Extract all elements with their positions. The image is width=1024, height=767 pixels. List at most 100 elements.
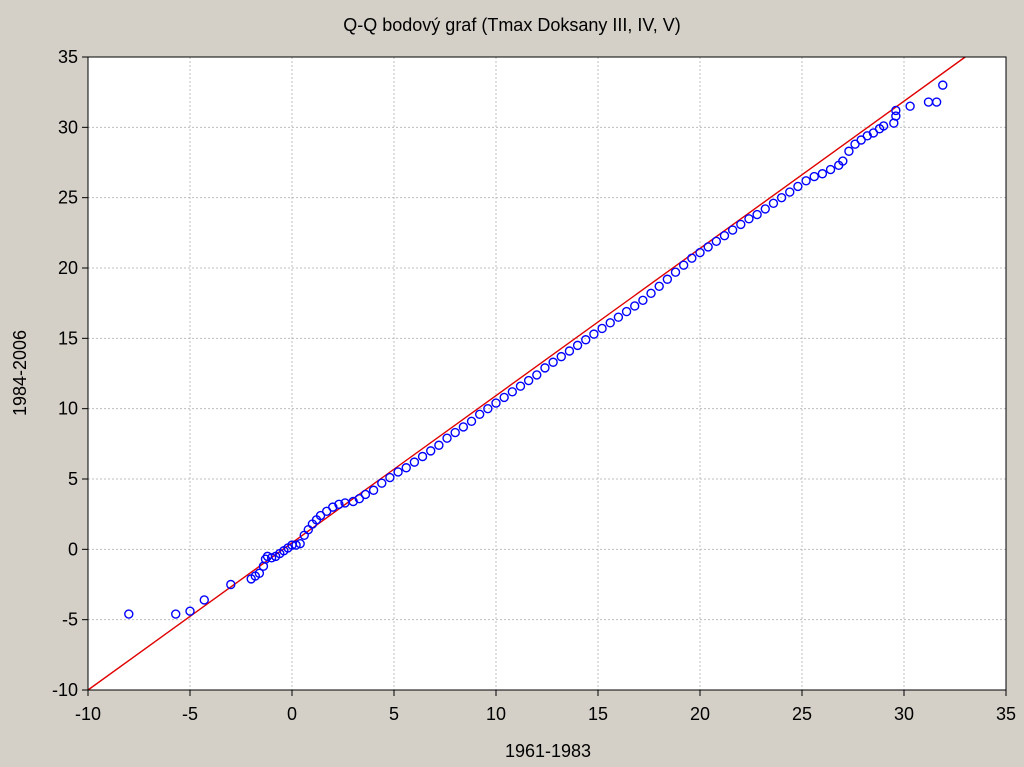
data-point (295, 539, 305, 549)
data-point (409, 457, 420, 467)
y-axis: -10 -5 0 5 10 15 20 25 30 35 (52, 47, 88, 700)
data-point (523, 375, 534, 386)
data-point (825, 164, 836, 175)
x-axis: -10 -5 0 5 10 15 20 25 30 35 (75, 690, 1016, 724)
data-point (564, 346, 575, 356)
x-tick-label: 0 (287, 704, 297, 724)
data-point (434, 440, 444, 450)
data-point (844, 146, 854, 156)
plot-area (87, 56, 1007, 691)
data-point (124, 609, 134, 619)
y-tick-label: 30 (58, 117, 78, 137)
y-tick-label: 25 (58, 188, 78, 208)
data-point (646, 288, 656, 299)
data-point (540, 363, 550, 373)
data-point (199, 595, 209, 605)
data-point (801, 176, 811, 186)
data-point (809, 171, 819, 182)
grid-lines (88, 57, 1006, 690)
x-tick-label: 20 (690, 704, 710, 724)
data-point (711, 236, 722, 246)
data-point (703, 242, 713, 252)
x-tick-label: 5 (389, 704, 399, 724)
data-point (662, 274, 673, 284)
data-point (321, 506, 332, 517)
x-axis-label: 1961-1983 (505, 741, 591, 761)
data-point (868, 128, 879, 138)
y-tick-label: 15 (58, 328, 78, 348)
data-point (474, 409, 485, 419)
data-point (532, 370, 542, 380)
data-point (260, 554, 271, 564)
data-point (426, 446, 436, 456)
x-tick-label: 35 (996, 704, 1016, 724)
data-point (377, 478, 387, 488)
y-tick-label: 10 (58, 399, 78, 419)
plot-frame (87, 56, 1007, 691)
data-point (768, 198, 779, 208)
data-point (466, 416, 477, 427)
data-point (654, 281, 664, 291)
data-point (291, 540, 301, 550)
data-point (499, 392, 509, 403)
data-point (744, 214, 754, 224)
y-axis-label: 1984-2006 (10, 330, 30, 416)
data-point (736, 219, 746, 230)
data-point (630, 301, 640, 311)
data-point (589, 329, 599, 339)
y-tick-label: 5 (68, 469, 78, 489)
data-point (621, 306, 632, 317)
y-tick-label: -10 (52, 680, 78, 700)
data-point (678, 260, 689, 270)
data-point (515, 381, 526, 391)
data-point (719, 230, 730, 241)
data-point (638, 295, 648, 306)
data-point (891, 111, 901, 121)
data-point (785, 187, 795, 197)
data-points-layer (124, 80, 948, 619)
data-point (491, 398, 501, 408)
data-point (905, 101, 915, 111)
x-tick-label: 15 (588, 704, 608, 724)
data-point (385, 472, 395, 483)
data-point (752, 209, 762, 220)
chart-title: Q-Q bodový graf (Tmax Doksany III, IV, V… (343, 15, 680, 35)
data-point (931, 97, 942, 107)
data-point (507, 387, 518, 397)
data-point (613, 312, 624, 322)
data-point (838, 156, 848, 166)
data-point (670, 267, 681, 277)
data-point (760, 204, 770, 214)
data-point (254, 568, 265, 578)
data-point (368, 485, 379, 495)
data-point (817, 169, 828, 179)
data-point (556, 351, 566, 362)
data-point (266, 553, 277, 563)
x-tick-label: 30 (894, 704, 914, 724)
data-point (687, 253, 697, 263)
data-point (483, 403, 493, 414)
data-point (891, 105, 901, 116)
y-tick-label: 0 (68, 539, 78, 559)
data-point (793, 181, 803, 192)
data-point (401, 463, 411, 473)
data-point (354, 493, 365, 504)
x-tick-label: -10 (75, 704, 101, 724)
data-point (450, 427, 460, 438)
y-tick-label: 35 (58, 47, 78, 67)
data-point (458, 422, 469, 432)
data-point (572, 340, 583, 351)
x-tick-label: 10 (486, 704, 506, 724)
data-point (850, 139, 860, 149)
x-tick-label: 25 (792, 704, 812, 724)
data-point (605, 318, 615, 328)
data-point (695, 247, 705, 258)
data-point (856, 135, 866, 145)
data-point (315, 510, 326, 521)
data-point (878, 121, 889, 131)
data-point (597, 323, 607, 334)
data-point (776, 192, 787, 203)
y-tick-label: 20 (58, 258, 78, 278)
x-tick-label: -5 (182, 704, 198, 724)
